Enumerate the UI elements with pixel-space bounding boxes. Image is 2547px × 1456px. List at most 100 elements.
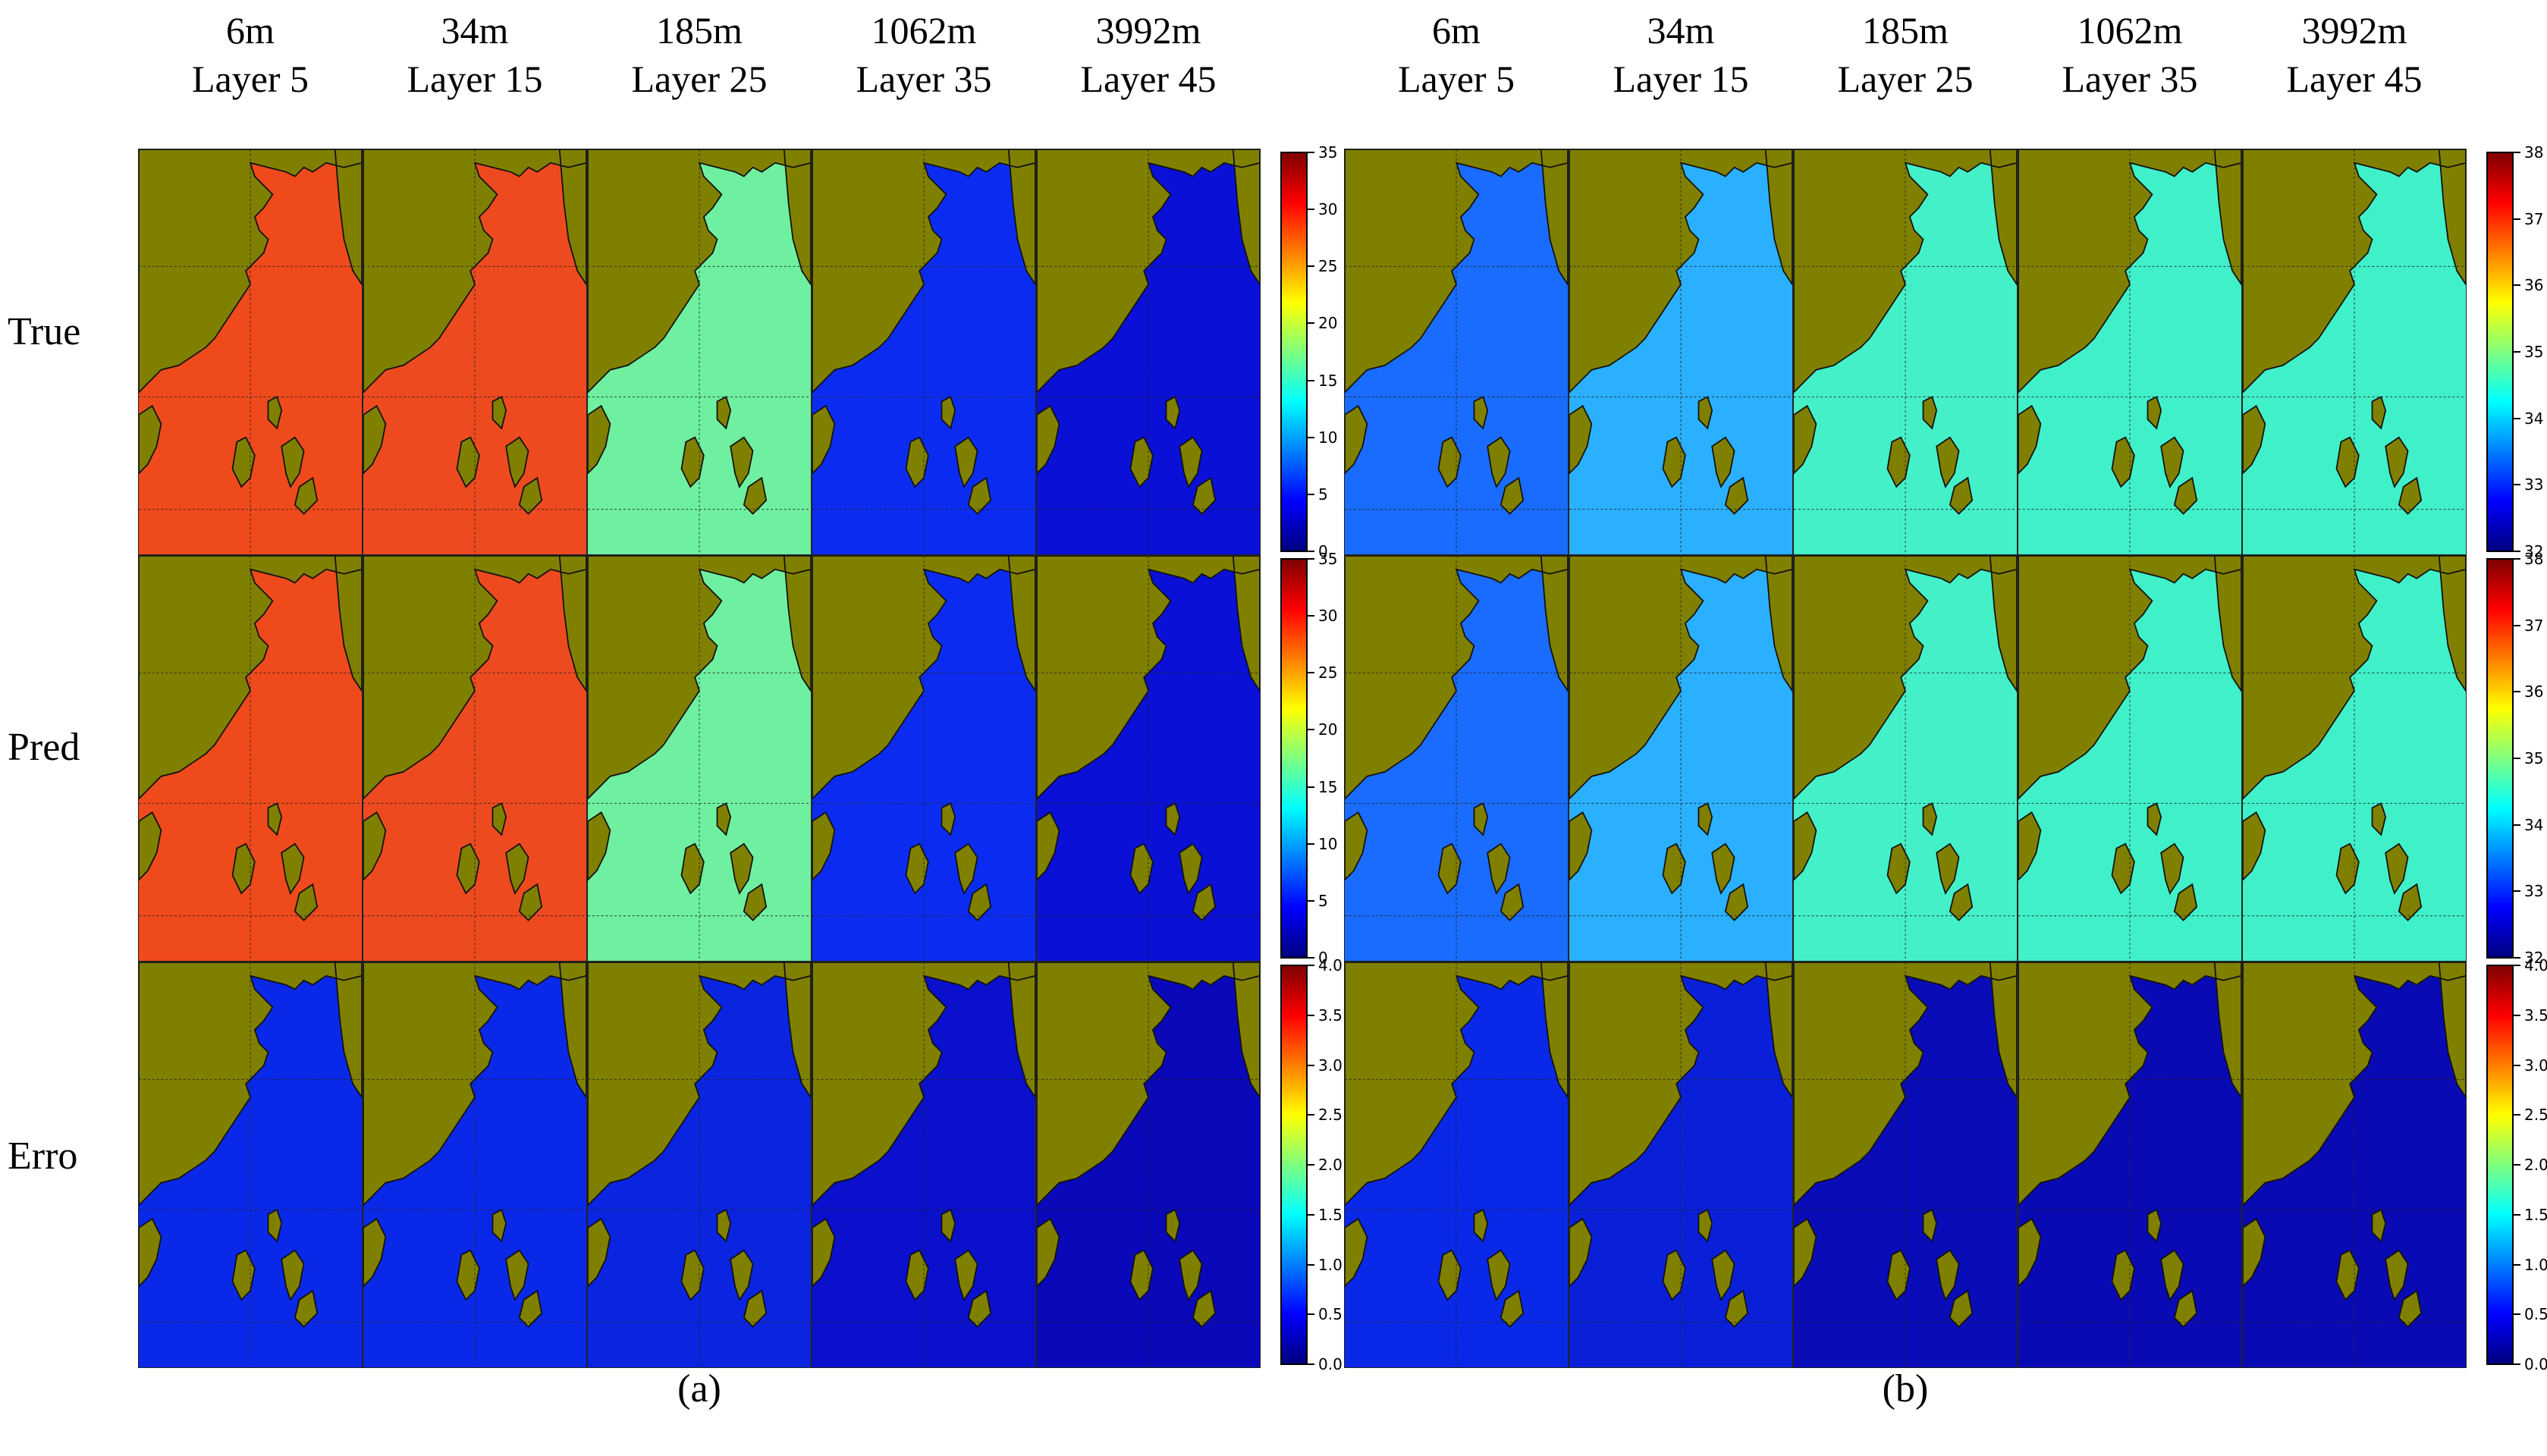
colorbar-tick-mark <box>2514 957 2520 959</box>
map-plot <box>138 555 363 962</box>
colorbar <box>1280 152 1308 552</box>
map-plot <box>2242 962 2467 1368</box>
column-layer-label: Layer 45 <box>1080 58 1217 100</box>
colorbar-tick-label: 32 <box>2524 542 2544 560</box>
colorbar-tick-label: 1.5 <box>2524 1205 2547 1224</box>
map-plot <box>1344 962 1569 1368</box>
column-depth-label: 3992m <box>2301 9 2407 52</box>
colorbar-tick-mark <box>2514 558 2520 560</box>
colorbar-tick-mark <box>1308 843 1314 845</box>
column-depth-label: 185m <box>1862 9 1949 52</box>
subfigure-label: (a) <box>677 1367 721 1410</box>
colorbar-tick-mark <box>1308 209 1314 211</box>
row-label: Pred <box>8 726 80 769</box>
column-depth-label: 1062m <box>2077 9 2183 52</box>
colorbar <box>2486 152 2514 552</box>
map-plot <box>1344 149 1569 555</box>
colorbar-tick-mark <box>1308 1064 1314 1066</box>
map-plot <box>363 149 587 555</box>
colorbar-tick-mark <box>2514 1263 2520 1266</box>
colorbar-tick-mark <box>2514 1064 2520 1066</box>
map-plot <box>812 149 1036 555</box>
colorbar-tick-label: 30 <box>1318 200 1338 219</box>
colorbar-tick-mark <box>2514 417 2520 419</box>
row-label: Erro <box>8 1134 78 1178</box>
colorbar-tick-mark <box>1308 436 1314 438</box>
colorbar-tick-label: 0.0 <box>2524 1355 2547 1373</box>
colorbar-tick-mark <box>1308 1114 1314 1116</box>
colorbar-tick-label: 33 <box>2524 882 2544 901</box>
colorbar-tick-mark <box>2514 1114 2520 1116</box>
colorbar-tick-label: 30 <box>1318 607 1338 626</box>
column-depth-label: 6m <box>1432 9 1481 52</box>
colorbar-tick-label: 20 <box>1318 720 1338 739</box>
map-plot <box>2018 555 2242 962</box>
colorbar-tick-mark <box>1308 1164 1314 1166</box>
colorbar-tick-mark <box>1308 1213 1314 1216</box>
map-plot <box>2242 149 2467 555</box>
colorbar-tick-mark <box>1308 493 1314 495</box>
colorbar-tick-label: 2.5 <box>1318 1106 1343 1125</box>
colorbar-tick-mark <box>2514 624 2520 626</box>
colorbar-tick-mark <box>2514 691 2520 693</box>
map-plot <box>1036 555 1261 962</box>
colorbar-tick-mark <box>1308 786 1314 788</box>
colorbar-tick-label: 35 <box>2524 343 2544 361</box>
map-plot <box>1793 555 2018 962</box>
column-layer-label: Layer 5 <box>1397 58 1515 100</box>
map-plot <box>1569 149 1793 555</box>
map-plot <box>2242 555 2467 962</box>
map-plot <box>1793 962 2018 1368</box>
colorbar <box>2486 558 2514 959</box>
colorbar-tick-mark <box>2514 1213 2520 1216</box>
colorbar-tick-mark <box>2514 1313 2520 1316</box>
colorbar-tick-label: 38 <box>2524 143 2544 162</box>
column-depth-label: 6m <box>226 9 275 52</box>
colorbar-tick-label: 3.5 <box>1318 1006 1343 1025</box>
colorbar-tick-label: 15 <box>1318 371 1338 390</box>
colorbar-tick-mark <box>1308 957 1314 959</box>
colorbar-tick-label: 36 <box>2524 276 2544 295</box>
colorbar-tick-mark <box>2514 965 2520 966</box>
colorbar-tick-mark <box>2514 1164 2520 1166</box>
map-plot <box>1036 962 1261 1368</box>
colorbar-tick-label: 35 <box>1318 143 1338 162</box>
column-layer-label: Layer 45 <box>2286 58 2423 100</box>
map-plot <box>812 555 1036 962</box>
colorbar-tick-mark <box>2514 351 2520 353</box>
colorbar-tick-mark <box>2514 1014 2520 1016</box>
colorbar-tick-mark <box>1308 1014 1314 1016</box>
map-plot <box>1569 555 1793 962</box>
colorbar-tick-mark <box>2514 284 2520 287</box>
colorbar-tick-mark <box>2514 890 2520 893</box>
colorbar-tick-label: 25 <box>1318 664 1338 682</box>
map-plot <box>2018 149 2242 555</box>
column-layer-label: Layer 35 <box>856 58 992 100</box>
colorbar-tick-label: 0.5 <box>1318 1305 1343 1324</box>
colorbar-tick-mark <box>2514 551 2520 552</box>
colorbar-tick-label: 10 <box>1318 428 1338 447</box>
colorbar <box>1280 965 1308 1365</box>
colorbar-tick-label: 3.0 <box>1318 1056 1343 1075</box>
colorbar-tick-label: 3.5 <box>2524 1006 2547 1025</box>
column-depth-label: 34m <box>1647 9 1715 52</box>
colorbar-tick-label: 0 <box>1318 949 1328 967</box>
colorbar-tick-label: 0.5 <box>2524 1305 2547 1324</box>
colorbar-tick-mark <box>1308 899 1314 902</box>
colorbar-tick-label: 1.0 <box>1318 1255 1343 1274</box>
column-layer-label: Layer 5 <box>191 58 309 100</box>
colorbar-tick-mark <box>1308 322 1314 325</box>
map-plot <box>1569 962 1793 1368</box>
colorbar-tick-label: 20 <box>1318 314 1338 333</box>
colorbar-tick-label: 36 <box>2524 682 2544 701</box>
column-depth-label: 3992m <box>1095 9 1201 52</box>
colorbar-tick-label: 32 <box>2524 949 2544 967</box>
column-depth-label: 1062m <box>871 9 977 52</box>
map-plot <box>363 555 587 962</box>
colorbar-tick-label: 5 <box>1318 891 1328 910</box>
colorbar-tick-label: 4.0 <box>2524 956 2547 974</box>
colorbar-tick-mark <box>1308 379 1314 381</box>
column-layer-label: Layer 25 <box>1837 58 1974 100</box>
column-depth-label: 185m <box>656 9 743 52</box>
